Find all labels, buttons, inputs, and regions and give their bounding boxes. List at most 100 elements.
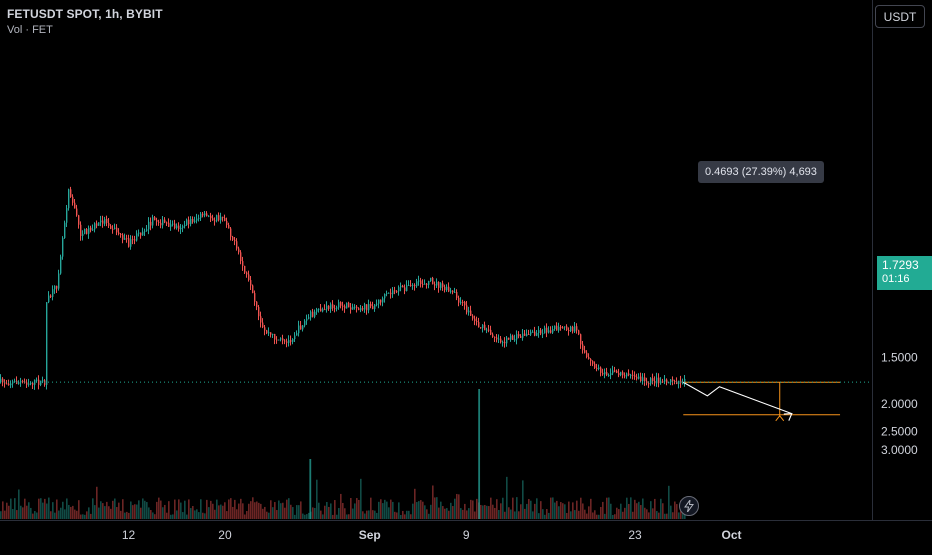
volume-bar [624, 507, 626, 519]
candle-body [588, 356, 590, 359]
volume-bar [88, 507, 90, 519]
volume-bar [228, 499, 230, 519]
volume-bar [128, 512, 130, 519]
volume-bar [292, 507, 294, 519]
volume-bar [70, 506, 72, 519]
volume-bar [196, 509, 198, 519]
candle-body [262, 322, 264, 328]
volume-bar [350, 497, 352, 519]
volume-bar [4, 510, 6, 519]
volume-bar [462, 509, 464, 519]
volume-bar [106, 501, 108, 519]
volume-bar [370, 497, 372, 519]
volume-bar [122, 499, 124, 519]
volume-bar [352, 508, 354, 519]
volume-bar [162, 507, 164, 519]
volume-bar [222, 505, 224, 519]
candle-body [90, 227, 92, 231]
volume-bar [600, 506, 602, 519]
volume-bar [512, 497, 514, 519]
candle-body [62, 237, 64, 257]
volume-bar [676, 504, 678, 519]
volume-bar [490, 497, 492, 519]
volume-bar [154, 514, 156, 519]
volume-bar [416, 502, 418, 519]
candle-body [340, 302, 342, 306]
candle-body [100, 220, 102, 223]
candle-body [284, 340, 286, 342]
candle-body [592, 361, 594, 364]
volume-bar [574, 510, 576, 519]
volume-bar [500, 503, 502, 519]
lightning-icon[interactable] [679, 496, 699, 516]
candle-body [264, 327, 266, 331]
volume-bar [98, 507, 100, 519]
candle-body [196, 218, 198, 221]
candle-body [168, 222, 170, 227]
candle-body [394, 290, 396, 292]
volume-bar [450, 502, 452, 519]
volume-bar [622, 511, 624, 519]
volume-bar [226, 511, 228, 519]
candle-body [454, 291, 456, 293]
candle-body [638, 376, 640, 379]
volume-bar [178, 499, 180, 519]
volume-bar [638, 501, 640, 519]
candle-body [658, 377, 660, 384]
volume-bar [316, 479, 318, 519]
forecast-path[interactable] [682, 381, 792, 415]
volume-bar [212, 503, 214, 519]
volume-bar [584, 509, 586, 519]
candle-body [8, 383, 10, 386]
volume-bar [270, 500, 272, 519]
volume-bar [308, 512, 310, 519]
volume-bar [356, 498, 358, 519]
volume-bar [268, 512, 270, 519]
volume-bar [306, 514, 308, 519]
candle-body [140, 232, 142, 236]
volume-bar [516, 497, 518, 519]
volume-bar [358, 499, 360, 519]
volume-bar [646, 509, 648, 519]
volume-bar [480, 504, 482, 519]
candle-body [166, 222, 168, 224]
volume-bar [488, 506, 490, 519]
volume-bar [10, 498, 12, 519]
candle-body [316, 308, 318, 312]
candle-body [486, 329, 488, 331]
volume-bar [156, 501, 158, 519]
volume-bar [322, 514, 324, 519]
candle-body [640, 376, 642, 382]
volume-bar [372, 510, 374, 519]
volume-bar [298, 505, 300, 519]
candle-body [492, 334, 494, 337]
candle-body [270, 332, 272, 335]
volume-bar [96, 486, 98, 519]
volume-bar [508, 507, 510, 519]
candle-body [190, 218, 192, 225]
candle-body [352, 306, 354, 310]
symbol-title[interactable]: FETUSDT SPOT, 1h, BYBIT [7, 7, 163, 21]
candle-body [136, 233, 138, 241]
volume-bar [522, 480, 524, 519]
candle-body [446, 286, 448, 291]
candle-body [206, 213, 208, 217]
price-tick-label: 3.0000 [881, 443, 918, 457]
candle-body [42, 380, 44, 382]
candle-body [366, 304, 368, 311]
candle-body [66, 208, 68, 223]
candle-body [396, 291, 398, 293]
volume-legend[interactable]: Vol · FET [7, 24, 53, 36]
volume-bar [562, 503, 564, 519]
candle-body [594, 363, 596, 368]
candle-body [220, 216, 222, 221]
candle-body [580, 334, 582, 345]
currency-button[interactable]: USDT [875, 5, 925, 28]
volume-bar [38, 498, 40, 519]
candle-body [300, 325, 302, 330]
candle-body [524, 333, 526, 336]
candle-body [654, 380, 656, 384]
volume-bar [102, 503, 104, 519]
